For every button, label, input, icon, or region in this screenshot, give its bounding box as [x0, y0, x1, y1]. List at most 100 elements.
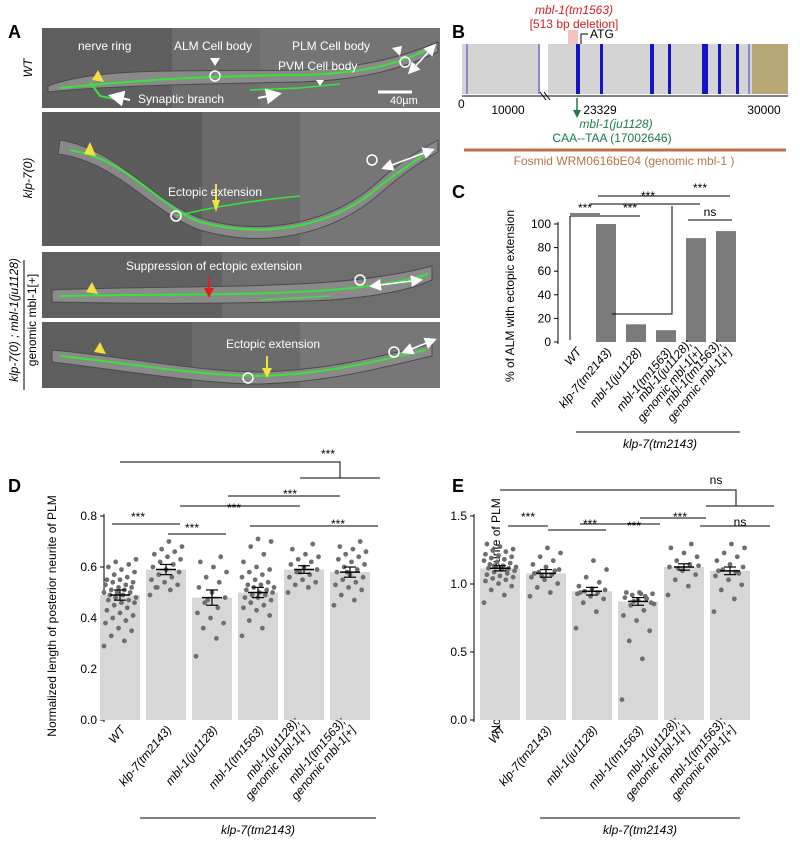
data-point — [487, 562, 493, 567]
data-point — [288, 562, 294, 567]
data-point — [267, 567, 273, 572]
data-point — [626, 638, 632, 644]
data-point — [119, 600, 124, 606]
label-scale-bar: 40µm — [390, 95, 418, 107]
data-point — [170, 562, 176, 567]
bar — [480, 568, 520, 720]
label-synaptic-branch: Synaptic branch — [138, 92, 224, 106]
y-tick-label: 0.0 — [80, 713, 97, 727]
y-tick-label: 0.4 — [80, 611, 97, 625]
data-point — [285, 590, 291, 595]
bar — [710, 570, 750, 720]
data-point — [729, 541, 734, 547]
data-point — [159, 546, 165, 552]
data-point — [362, 562, 367, 567]
data-point — [200, 625, 206, 631]
micrograph-wt: nerve ring ALM Cell body PLM Cell body P… — [42, 28, 440, 108]
data-point — [157, 559, 163, 565]
data-point — [153, 585, 159, 590]
data-point — [727, 562, 733, 567]
data-point — [203, 574, 209, 580]
data-point — [349, 559, 354, 565]
data-point — [596, 579, 602, 585]
data-point — [271, 585, 277, 590]
sig-d-2: *** — [131, 510, 145, 524]
data-point — [628, 602, 634, 608]
data-point — [530, 562, 536, 567]
data-point — [340, 577, 346, 583]
data-point — [334, 569, 340, 575]
sig-e-1: ns — [710, 473, 723, 487]
data-point — [504, 570, 510, 576]
data-point — [300, 577, 305, 583]
data-point — [176, 569, 182, 575]
data-point — [104, 577, 110, 583]
y-tick-label: 0 — [544, 335, 551, 349]
data-point — [166, 539, 172, 544]
panel-letter-e: E — [452, 476, 464, 496]
bar — [686, 238, 706, 342]
data-point — [224, 569, 229, 575]
bar — [146, 569, 186, 720]
data-point — [101, 643, 107, 649]
data-point — [265, 579, 271, 585]
data-point — [313, 579, 319, 585]
data-point — [268, 597, 274, 603]
data-point — [510, 574, 516, 580]
data-point — [108, 633, 114, 639]
data-point — [714, 558, 720, 564]
data-point — [350, 546, 356, 552]
data-point — [169, 574, 175, 580]
data-point — [542, 577, 547, 583]
data-point — [314, 567, 320, 572]
data-point — [130, 579, 136, 585]
label-ectopic-1: Ectopic extension — [168, 185, 262, 199]
bar — [664, 567, 704, 720]
panel-letter-c: C — [452, 182, 465, 202]
micrograph-klp7: Ectopic extension — [42, 112, 440, 246]
chart-c: 020406080100WTklp-7(tm2143)mbl-1(ju1128)… — [531, 217, 736, 425]
sig-e-2: *** — [521, 510, 535, 524]
label-ectopic-2: Ectopic extension — [226, 337, 320, 351]
label-plm-body: PLM Cell body — [292, 39, 370, 53]
chart-e-group-label: klp-7(tm2143) — [603, 823, 677, 837]
data-point — [333, 582, 338, 588]
data-point — [205, 597, 211, 603]
data-point — [107, 592, 113, 598]
y-tick-label: 1.5 — [450, 509, 467, 523]
data-point — [351, 597, 357, 603]
data-point — [481, 558, 487, 564]
data-point — [308, 559, 314, 565]
data-point — [650, 591, 655, 597]
data-point — [739, 582, 745, 588]
data-point — [132, 600, 137, 606]
data-point — [510, 546, 516, 552]
data-point — [129, 628, 135, 634]
axis-tick-10000: 10000 — [491, 103, 525, 117]
panel-c: C % of ALM with ectopic extension 0 20 40 6… — [452, 181, 740, 451]
data-point — [488, 587, 494, 593]
data-point — [172, 549, 178, 555]
bar — [572, 591, 612, 720]
data-point — [316, 554, 321, 560]
sig-c-4: *** — [693, 181, 707, 195]
data-point — [360, 574, 366, 580]
data-point — [295, 556, 301, 562]
data-point — [543, 564, 549, 570]
data-point — [641, 607, 647, 613]
data-point — [591, 558, 596, 564]
sig-e-6: ns — [734, 515, 747, 529]
data-point — [101, 590, 107, 595]
data-point — [116, 625, 121, 631]
data-point — [490, 548, 496, 553]
data-point — [537, 554, 543, 560]
y-tick-label: 0.5 — [450, 645, 467, 659]
data-point — [242, 595, 248, 600]
chart-d: 0.00.20.40.60.8WTklp-7(tm2143)mbl-1(ju11… — [80, 509, 370, 803]
data-point — [688, 541, 694, 547]
data-point — [196, 585, 202, 590]
sig-e-3: *** — [583, 517, 597, 531]
data-point — [507, 560, 513, 566]
y-tick-label: 0.6 — [80, 560, 97, 574]
data-point — [740, 564, 746, 570]
